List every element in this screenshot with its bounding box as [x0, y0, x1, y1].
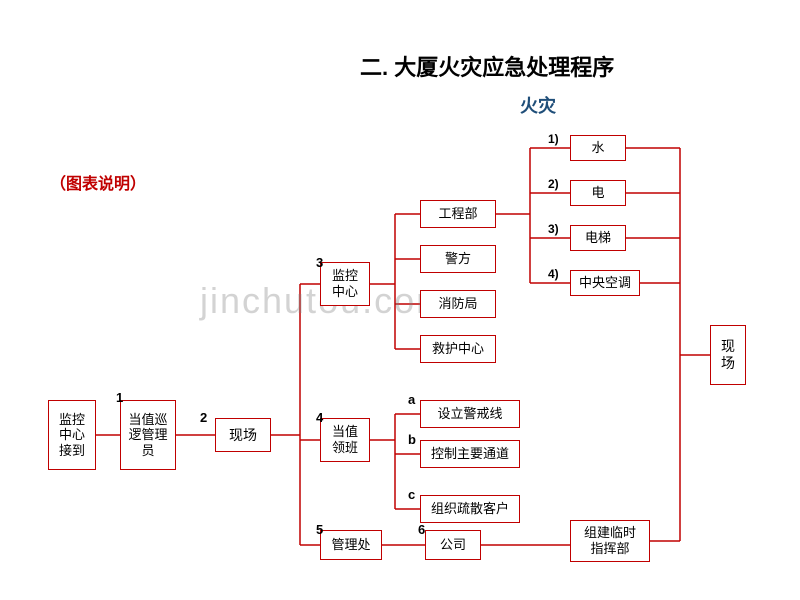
- subtitle: 火灾: [520, 92, 556, 118]
- explain-label: （图表说明）: [50, 170, 146, 194]
- node-a2: 控制主要通道: [420, 440, 520, 468]
- node-r4: 中央空调: [570, 270, 640, 296]
- label-L3: 3: [316, 255, 323, 270]
- node-b5: 当值领班: [320, 418, 370, 462]
- node-c2: 警方: [420, 245, 496, 273]
- node-b3: 现场: [215, 418, 271, 452]
- node-b6: 管理处: [320, 530, 382, 560]
- label-L2: 2: [200, 410, 207, 425]
- label-L5: 5: [316, 522, 323, 537]
- label-L6: 6: [418, 522, 425, 537]
- label-Lc: c: [408, 487, 415, 502]
- label-Lb: b: [408, 432, 416, 447]
- label-Lr3: 3): [548, 222, 559, 236]
- node-a1: 设立警戒线: [420, 400, 520, 428]
- node-b2: 当值巡逻管理员: [120, 400, 176, 470]
- label-L1: 1: [116, 390, 123, 405]
- label-Lr4: 4): [548, 267, 559, 281]
- label-L4: 4: [316, 410, 323, 425]
- node-c4: 救护中心: [420, 335, 496, 363]
- node-b1: 监控中心接到: [48, 400, 96, 470]
- node-b7: 公司: [425, 530, 481, 560]
- node-r3: 电梯: [570, 225, 626, 251]
- node-b4: 监控中心: [320, 262, 370, 306]
- node-r2: 电: [570, 180, 626, 206]
- node-c3: 消防局: [420, 290, 496, 318]
- node-b9: 现场: [710, 325, 746, 385]
- node-c1: 工程部: [420, 200, 496, 228]
- node-a3: 组织疏散客户: [420, 495, 520, 523]
- label-La: a: [408, 392, 415, 407]
- label-Lr1: 1): [548, 132, 559, 146]
- label-Lr2: 2): [548, 177, 559, 191]
- node-b8: 组建临时指挥部: [570, 520, 650, 562]
- page-title: 二. 大厦火灾应急处理程序: [360, 50, 614, 82]
- node-r1: 水: [570, 135, 626, 161]
